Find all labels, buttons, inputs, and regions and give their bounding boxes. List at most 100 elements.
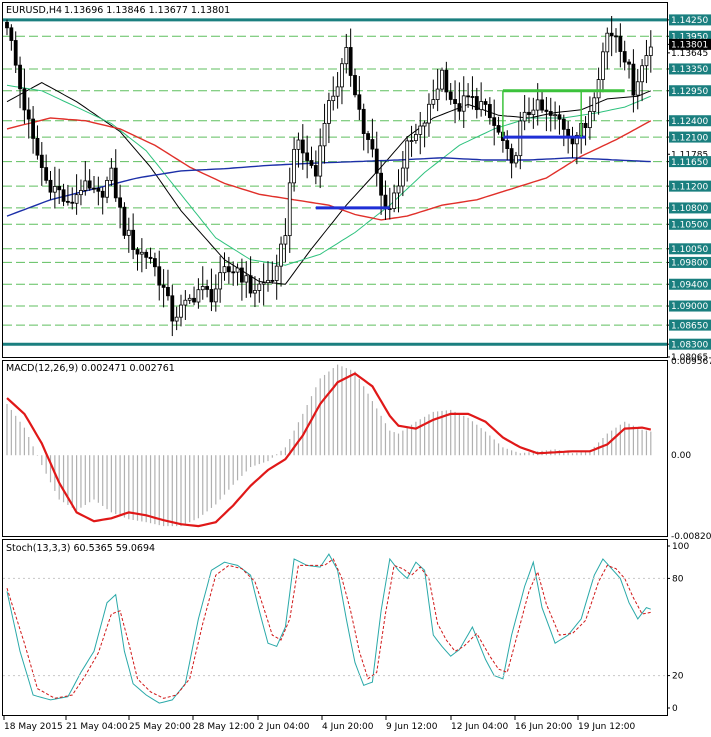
candle (522, 95, 527, 131)
candle-body (605, 32, 610, 53)
candle-body (392, 192, 397, 210)
candle (183, 290, 188, 320)
candle (161, 269, 166, 308)
price-tag (669, 156, 711, 168)
candle-body (544, 109, 549, 112)
stoch-pane[interactable] (2, 539, 668, 716)
price-label: 1.12950 (671, 87, 708, 97)
candle (405, 136, 410, 182)
candle (253, 276, 257, 308)
candle (139, 238, 144, 273)
candle-body (9, 27, 14, 41)
candle-body (418, 125, 423, 135)
candle-body (179, 304, 183, 318)
candle-body (13, 40, 18, 66)
candle (213, 274, 218, 312)
candle (192, 286, 196, 306)
candle-body (592, 97, 597, 112)
price-tag (669, 319, 711, 331)
candle-body (66, 200, 70, 203)
candle (557, 105, 562, 135)
candle-body (444, 69, 449, 93)
macd-axis-label: 0.009567 (671, 357, 711, 367)
candle (22, 68, 27, 124)
candle (374, 131, 379, 187)
candle (279, 236, 283, 287)
candle-body (596, 79, 601, 99)
candle-body (601, 51, 605, 80)
price-tag (669, 115, 711, 127)
price-label: 1.11650 (671, 158, 708, 168)
candle (196, 278, 201, 309)
stoch-axis-label: 0 (672, 704, 678, 714)
candle-body (574, 134, 579, 145)
price-label: 1.14250 (671, 16, 708, 26)
candle-body (292, 148, 297, 184)
candle-body (148, 256, 153, 259)
candle-body (622, 51, 627, 63)
candle-body (561, 118, 566, 130)
candle-body (126, 229, 131, 236)
candle (361, 103, 366, 151)
candle-body (274, 265, 279, 281)
candle (70, 187, 75, 210)
candle (126, 217, 131, 253)
candle (618, 23, 623, 68)
macd-pane[interactable] (2, 360, 668, 537)
candle (631, 49, 636, 113)
candle (226, 256, 231, 284)
candle (100, 187, 105, 215)
candle-body (257, 283, 262, 291)
candle (531, 97, 536, 129)
candle-body (35, 137, 40, 156)
macd-axis-label: 0.00 (671, 451, 691, 461)
candle (544, 96, 549, 132)
candle-body (48, 179, 53, 193)
candle-body (70, 201, 75, 204)
candle-body (514, 155, 518, 164)
candle-body (139, 251, 144, 255)
candle-body (61, 189, 66, 202)
candle (644, 39, 649, 84)
candle (205, 279, 210, 298)
price-pane[interactable] (2, 2, 668, 358)
candle (466, 83, 471, 108)
candle (622, 40, 627, 71)
candle-body (627, 61, 631, 65)
time-axis-label: 25 May 20:00 (129, 722, 191, 732)
candle-body (409, 140, 414, 142)
candle-body (196, 289, 201, 303)
candle-body (644, 55, 649, 67)
candle (379, 161, 384, 215)
candle (13, 31, 18, 74)
candle-body (326, 100, 331, 124)
time-axis-label: 18 May 2015 (4, 722, 63, 732)
candle-body (261, 282, 266, 285)
candle (52, 166, 57, 209)
candle (627, 59, 631, 79)
price-tag (669, 180, 711, 192)
candle (353, 68, 357, 98)
stoch-main-line (6, 553, 651, 704)
time-axis-label: 9 Jun 12:00 (386, 722, 438, 732)
candle-body (18, 64, 22, 90)
stoch-signal-line (6, 558, 651, 699)
candle-body (296, 139, 301, 150)
candle-body (118, 197, 122, 208)
candle (26, 97, 31, 139)
candle-body (213, 288, 218, 303)
candle (505, 130, 510, 161)
candle-body (618, 35, 623, 52)
candle (370, 118, 375, 158)
candle-body (648, 46, 653, 56)
candle-body (283, 235, 288, 245)
candle-body (322, 122, 327, 147)
candle-body (396, 185, 401, 194)
candle-body (474, 96, 479, 111)
candle-body (222, 266, 227, 274)
stoch-header: Stoch(13,3,3) 60.5365 59.0694 (6, 543, 155, 554)
candle (166, 269, 170, 301)
candle-body (205, 286, 210, 290)
candle (300, 124, 305, 170)
